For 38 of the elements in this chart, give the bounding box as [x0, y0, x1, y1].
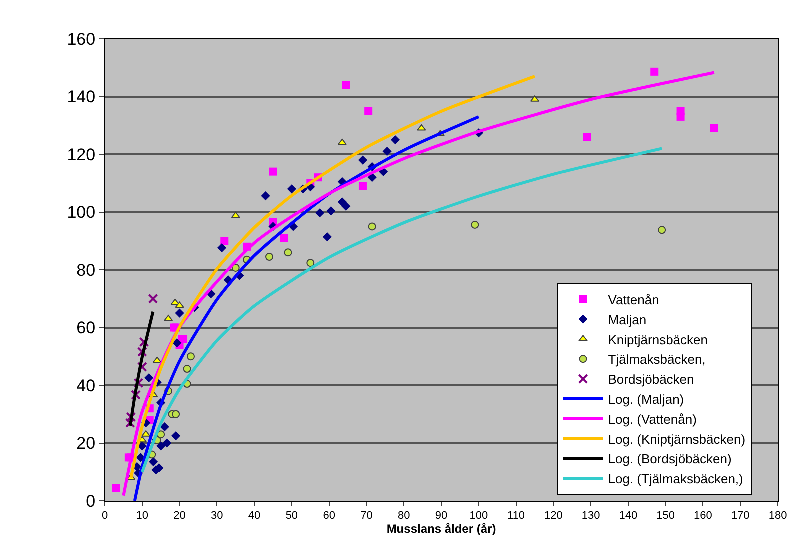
- x-tick-label: 40: [248, 510, 261, 522]
- x-tick-label: 70: [360, 510, 373, 522]
- x-tick-label: 170: [731, 510, 750, 522]
- x-tick-label: 100: [470, 510, 488, 522]
- legend-label: Tjälmaksbäcken,: [608, 352, 706, 368]
- y-tick-label: 20: [76, 434, 96, 454]
- y-tick-label: 120: [67, 145, 96, 164]
- x-tick-label: 180: [768, 510, 788, 522]
- y-tick-label: 160: [67, 30, 96, 49]
- legend-label: Kniptjärnsbäcken: [608, 332, 708, 348]
- x-tick-label: 10: [136, 510, 149, 522]
- x-tick-label: 0: [102, 510, 108, 522]
- legend-label: Vattenån: [608, 292, 660, 308]
- x-tick-label: 130: [582, 510, 600, 522]
- x-tick-label: 60: [323, 510, 336, 522]
- x-tick-label: 140: [619, 510, 638, 522]
- legend-label: Bordsjöbäcken: [608, 372, 694, 388]
- legend-label: Log. (Kniptjärnsbäcken): [608, 432, 746, 447]
- legend-label: Log. (Vattenån): [608, 412, 697, 427]
- x-tick-label: 80: [398, 510, 410, 522]
- legend-label: Log. (Bordsjöbäcken): [608, 452, 732, 467]
- x-tick-label: 110: [508, 510, 526, 522]
- x-tick-label: 160: [694, 510, 712, 522]
- y-tick-label: 80: [76, 260, 96, 280]
- y-tick-label: 60: [76, 318, 96, 338]
- y-tick-label: 100: [67, 203, 96, 222]
- x-tick-label: 150: [656, 510, 676, 522]
- x-tick-label: 90: [435, 510, 448, 522]
- legend-label: Log. (Tjälmaksbäcken,): [608, 472, 744, 487]
- legend-label: Log. (Maljan): [608, 392, 684, 407]
- y-tick-label: 40: [76, 376, 96, 396]
- x-tick-label: 30: [211, 510, 224, 522]
- x-tick-label: 20: [174, 510, 186, 522]
- x-axis-title: Musslans ålder (år): [386, 522, 496, 536]
- x-tick-label: 50: [286, 510, 298, 522]
- x-tick-label: 120: [544, 510, 563, 522]
- legend-label: Maljan: [608, 312, 647, 328]
- y-tick-label: 140: [67, 88, 96, 107]
